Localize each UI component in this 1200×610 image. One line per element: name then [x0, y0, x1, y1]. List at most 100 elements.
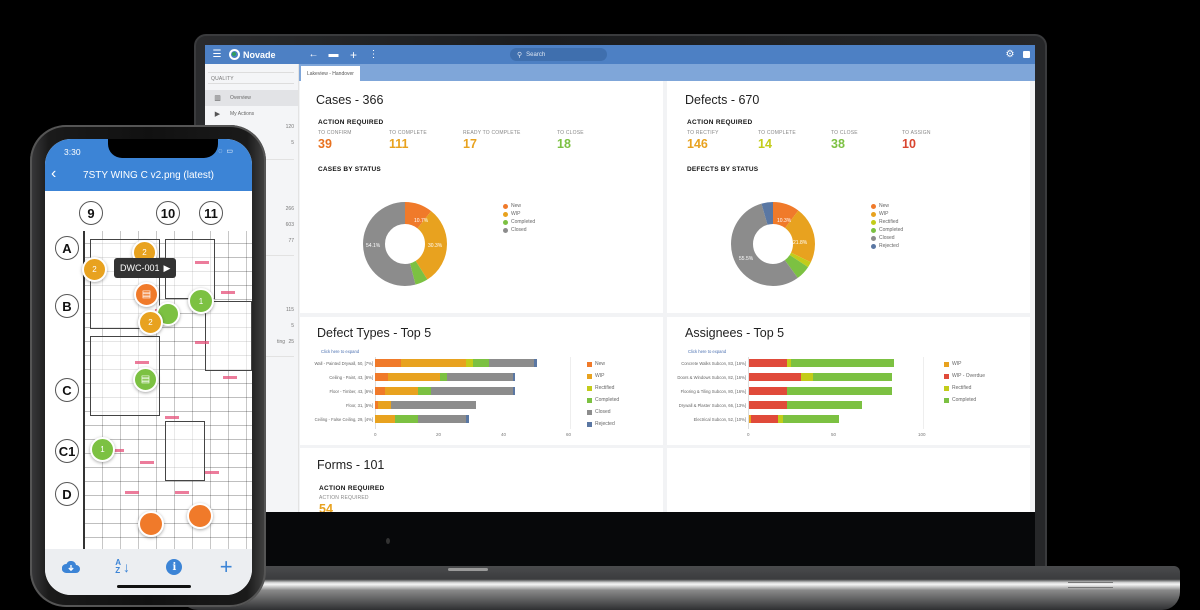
defects-donut-chart[interactable]: 10.3% 21.8% 55.5% [730, 201, 816, 287]
floor-plan[interactable]: 9 10 11 A B C C1 D 2 2 DWC-001 ▶ ▤ 1 2 ▤… [45, 191, 252, 549]
sidebar-row[interactable]: 115 [286, 307, 294, 313]
stat-ready-to-complete[interactable]: READY TO COMPLETE 17 [463, 130, 521, 151]
more-vertical-icon[interactable]: ⋮ [368, 49, 379, 60]
legend-marker [503, 227, 508, 233]
legend-closed[interactable]: Closed [503, 226, 535, 234]
cases-donut-chart[interactable]: 10.7% 30.3% 54.1% [362, 201, 448, 287]
legend-new[interactable]: New [587, 358, 619, 370]
pin-count[interactable]: 1 [90, 437, 115, 462]
back-chevron-icon[interactable]: ‹ [51, 165, 57, 182]
legend-completed[interactable]: Completed [944, 394, 985, 406]
sort-az-icon[interactable]: A Z ↓ [115, 558, 131, 575]
phone-title: 7STY WING C v2.png (latest) [83, 170, 214, 181]
stat-to-complete[interactable]: TO COMPLETE 14 [758, 130, 796, 151]
sidebar-row[interactable]: 266 [285, 206, 294, 212]
defect-types-expand-link[interactable]: Click here to expand [321, 349, 360, 354]
gear-icon[interactable]: ⚙ [1005, 49, 1015, 60]
defect-types-title: Defect Types - Top 5 [317, 326, 432, 340]
assignees-panel: Assignees - Top 5 Click here to expand C… [667, 317, 1030, 445]
stat-to-confirm[interactable]: TO CONFIRM 39 [318, 130, 352, 151]
inbox-icon[interactable]: ▬ [328, 49, 339, 60]
status-time: 3:30 [64, 147, 81, 157]
legend-closed[interactable]: Closed [871, 234, 903, 242]
legend-rectified[interactable]: Rectified [944, 382, 985, 394]
pin-form-icon[interactable]: ▤ [134, 282, 159, 307]
legend-new[interactable]: New [503, 202, 535, 210]
bar-ceiling-paint[interactable] [375, 373, 515, 381]
legend-marker [871, 243, 876, 249]
grid-label-row-b: B [55, 294, 79, 318]
legend-wip[interactable]: WIP [503, 210, 535, 218]
legend-marker [871, 211, 876, 217]
grid-label-row-c1: C1 [55, 439, 79, 463]
bar-concrete-walks-subcon[interactable] [749, 359, 894, 367]
legend-wip[interactable]: WIP [871, 210, 903, 218]
legend-completed[interactable]: Completed [871, 226, 903, 234]
sidebar-section-quality: QUALITY [208, 72, 294, 84]
plan-annotation [223, 376, 237, 379]
bar-floor-timber[interactable] [375, 387, 515, 395]
bar-flooring-tiling-subcon[interactable] [749, 387, 892, 395]
sidebar-row[interactable]: ting 25 [277, 339, 294, 345]
sidebar-row[interactable]: 5 [291, 140, 294, 146]
assignees-expand-link[interactable]: Click here to expand [688, 349, 727, 354]
legend-rejected[interactable]: Rejected [587, 418, 619, 430]
legend-wip-overdue[interactable]: WIP - Overdue [944, 370, 985, 382]
pin-tooltip[interactable]: DWC-001 ▶ [114, 258, 177, 278]
search-input[interactable]: ⚲ Search [510, 48, 607, 61]
legend-marker [587, 397, 592, 403]
pin-count[interactable]: 2 [138, 310, 163, 335]
pin-count[interactable]: 1 [188, 288, 214, 314]
legend-wip[interactable]: WIP [587, 370, 619, 382]
stat-to-assign[interactable]: TO ASSIGN 10 [902, 130, 931, 151]
bar-drywall-plaster-subcon[interactable] [749, 401, 862, 409]
sidebar-row[interactable]: 120 [285, 124, 294, 130]
defects-panel: Defects - 670 ACTION REQUIRED TO RECTIFY… [667, 81, 1030, 313]
sidebar-row[interactable]: 603 [285, 222, 294, 228]
grid-label-row-a: A [55, 236, 79, 260]
sidebar-row[interactable]: 5 [291, 323, 294, 329]
sidebar-row[interactable]: 77 [288, 238, 294, 244]
stat-to-rectify[interactable]: TO RECTIFY 146 [687, 130, 719, 151]
legend-rectified[interactable]: Rectified [587, 382, 619, 394]
user-icon[interactable] [1021, 45, 1031, 64]
plan-annotation [205, 471, 219, 474]
plus-icon[interactable]: + [219, 554, 233, 579]
bar-wall-painted-drywall[interactable] [375, 359, 537, 367]
legend-rectified[interactable]: Rectified [871, 218, 903, 226]
back-arrow-icon[interactable]: ← [308, 49, 319, 60]
stat-to-close[interactable]: TO CLOSE 18 [557, 130, 584, 151]
stat-to-complete[interactable]: TO COMPLETE 111 [389, 130, 427, 151]
legend-closed[interactable]: Closed [587, 406, 619, 418]
legend-wip[interactable]: WIP [944, 358, 985, 370]
legend-marker [944, 397, 949, 403]
home-indicator [117, 585, 191, 588]
pin-dot[interactable] [138, 511, 164, 537]
bar-ceiling-false-ceiling[interactable] [375, 415, 469, 423]
laptop-base [180, 566, 1180, 610]
pin-form-icon[interactable]: ▤ [133, 367, 158, 392]
plus-icon[interactable]: + [350, 47, 358, 62]
sidebar-item-my-actions[interactable]: ▶ My Actions [205, 106, 298, 122]
cloud-download-icon[interactable] [59, 555, 83, 579]
bar-floor[interactable] [375, 401, 476, 409]
legend-new[interactable]: New [871, 202, 903, 210]
menu-icon[interactable]: ☰ [212, 49, 222, 60]
sidebar-item-overview[interactable]: ▥ Overview [205, 90, 298, 106]
bar-doors-windows-subcon[interactable] [749, 373, 892, 381]
cases-panel: Cases - 366 ACTION REQUIRED TO CONFIRM 3… [300, 81, 663, 313]
bar-electrical-subcon[interactable] [749, 415, 839, 423]
grid-label-row-c: C [55, 378, 79, 402]
stat-forms-action-required[interactable]: ACTION REQUIRED 54 [319, 495, 369, 512]
info-icon[interactable]: i [162, 555, 186, 579]
plan-annotation [140, 461, 154, 464]
legend-completed[interactable]: Completed [587, 394, 619, 406]
legend-completed[interactable]: Completed [503, 218, 535, 226]
stat-to-close[interactable]: TO CLOSE 38 [831, 130, 858, 151]
legend-rejected[interactable]: Rejected [871, 242, 903, 250]
pin-dot[interactable] [187, 503, 213, 529]
tab-lakeview-handover[interactable]: Lakeview - Handover [301, 66, 360, 81]
novade-logo[interactable]: Novade [229, 49, 276, 60]
pin-count[interactable]: 2 [82, 257, 107, 282]
sidebar-item-label: Overview [230, 95, 251, 101]
